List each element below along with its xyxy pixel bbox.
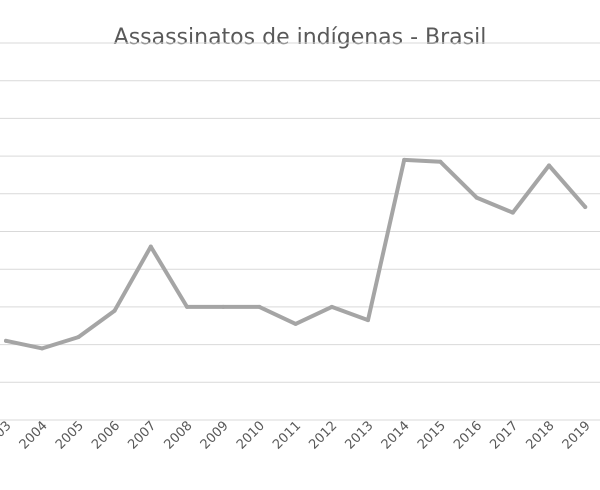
data-point	[221, 304, 226, 309]
x-axis-ticks: 2003 2004 2005 2006 2007 2008 2009 2010 2011 2012…	[0, 419, 594, 453]
gridlines	[0, 42, 600, 421]
data-point	[112, 308, 117, 313]
x-tick-label: 2009	[198, 419, 232, 453]
data-point	[257, 304, 262, 309]
x-tick-label: 2012	[306, 419, 340, 453]
x-tick-label: 2013	[343, 419, 377, 453]
data-point	[76, 335, 81, 340]
data-point	[474, 195, 479, 200]
data-point	[583, 204, 588, 209]
data-point	[293, 321, 298, 326]
x-tick-label: 2006	[89, 419, 123, 453]
x-tick-label: 2019	[560, 419, 594, 453]
series-line	[4, 157, 588, 351]
x-tick-label: 2004	[17, 419, 51, 453]
data-point	[329, 304, 334, 309]
x-tick-label: 2011	[270, 419, 304, 453]
x-tick-label: 2010	[234, 419, 268, 453]
series-layer	[4, 157, 588, 351]
data-point	[148, 244, 153, 249]
x-tick-label: 2003	[0, 419, 15, 453]
data-point	[366, 318, 370, 323]
data-point	[510, 210, 515, 215]
data-point	[438, 159, 443, 164]
x-tick-label: 2007	[125, 419, 159, 453]
data-point	[40, 346, 45, 351]
x-tick-label: 2017	[487, 419, 521, 453]
x-tick-label: 2018	[524, 419, 558, 453]
data-point	[402, 157, 407, 162]
chart-title: Assassinatos de indígenas - Brasil	[114, 25, 487, 50]
x-tick-label: 2005	[53, 419, 87, 453]
x-tick-label: 2008	[162, 419, 196, 453]
data-point	[547, 163, 551, 168]
data-point	[185, 304, 189, 309]
x-tick-label: 2016	[451, 419, 485, 453]
data-point	[4, 338, 8, 343]
x-tick-label: 2014	[379, 419, 413, 453]
x-tick-label: 2015	[415, 419, 449, 453]
